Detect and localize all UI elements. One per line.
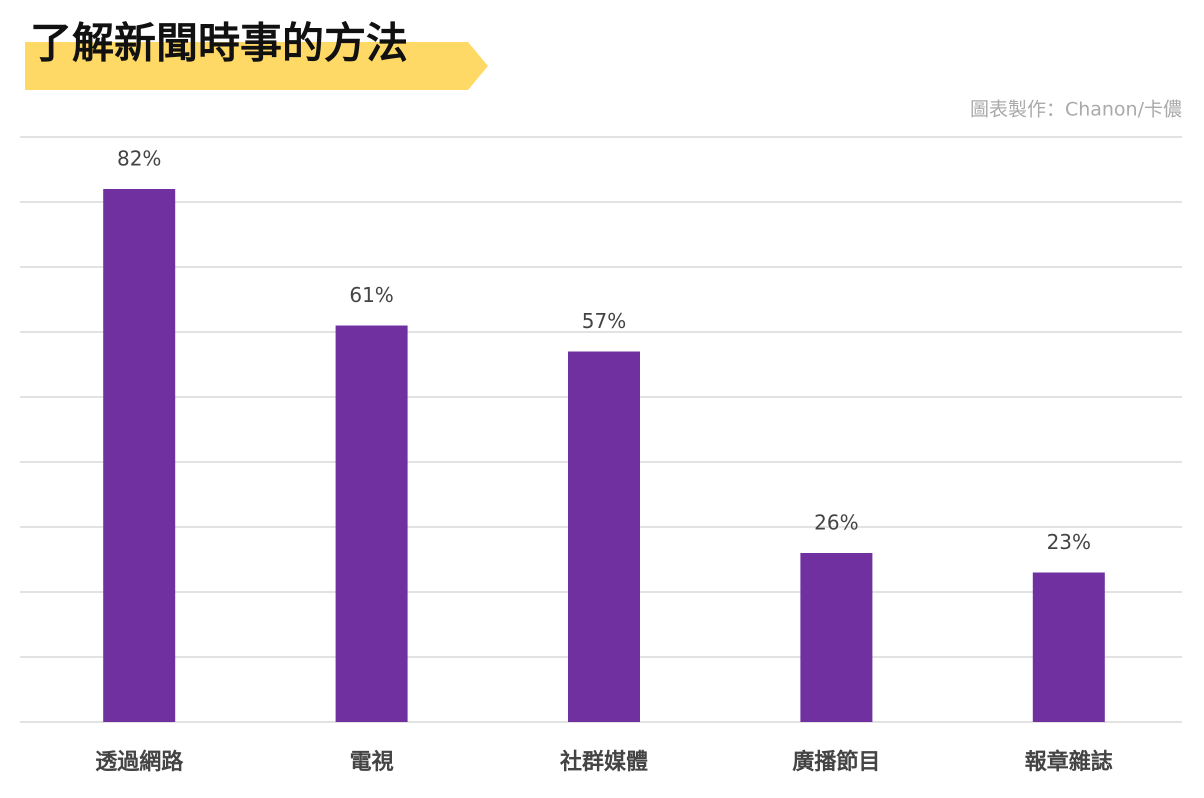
x-tick-label: 電視 [350, 750, 394, 775]
x-tick-label: 透過網路 [95, 749, 184, 775]
bar [800, 553, 873, 722]
x-tick-label: 報章雜誌 [1025, 749, 1113, 775]
value-label: 61% [349, 283, 393, 307]
bar [568, 351, 640, 722]
x-tick-label: 廣播節目 [792, 749, 880, 775]
value-label: 23% [1047, 530, 1091, 554]
chart-title: 了解新聞時事的方法 [30, 19, 408, 68]
x-tick-label: 社群媒體 [560, 749, 648, 775]
title-banner [25, 42, 488, 90]
value-label: 26% [814, 511, 858, 535]
bar [1032, 572, 1105, 722]
value-label: 57% [582, 309, 626, 333]
bar [335, 325, 408, 722]
credit: 圖表製作：Chanon/卡儂 [970, 99, 1182, 121]
value-label: 82% [117, 147, 161, 171]
bar [103, 189, 176, 722]
